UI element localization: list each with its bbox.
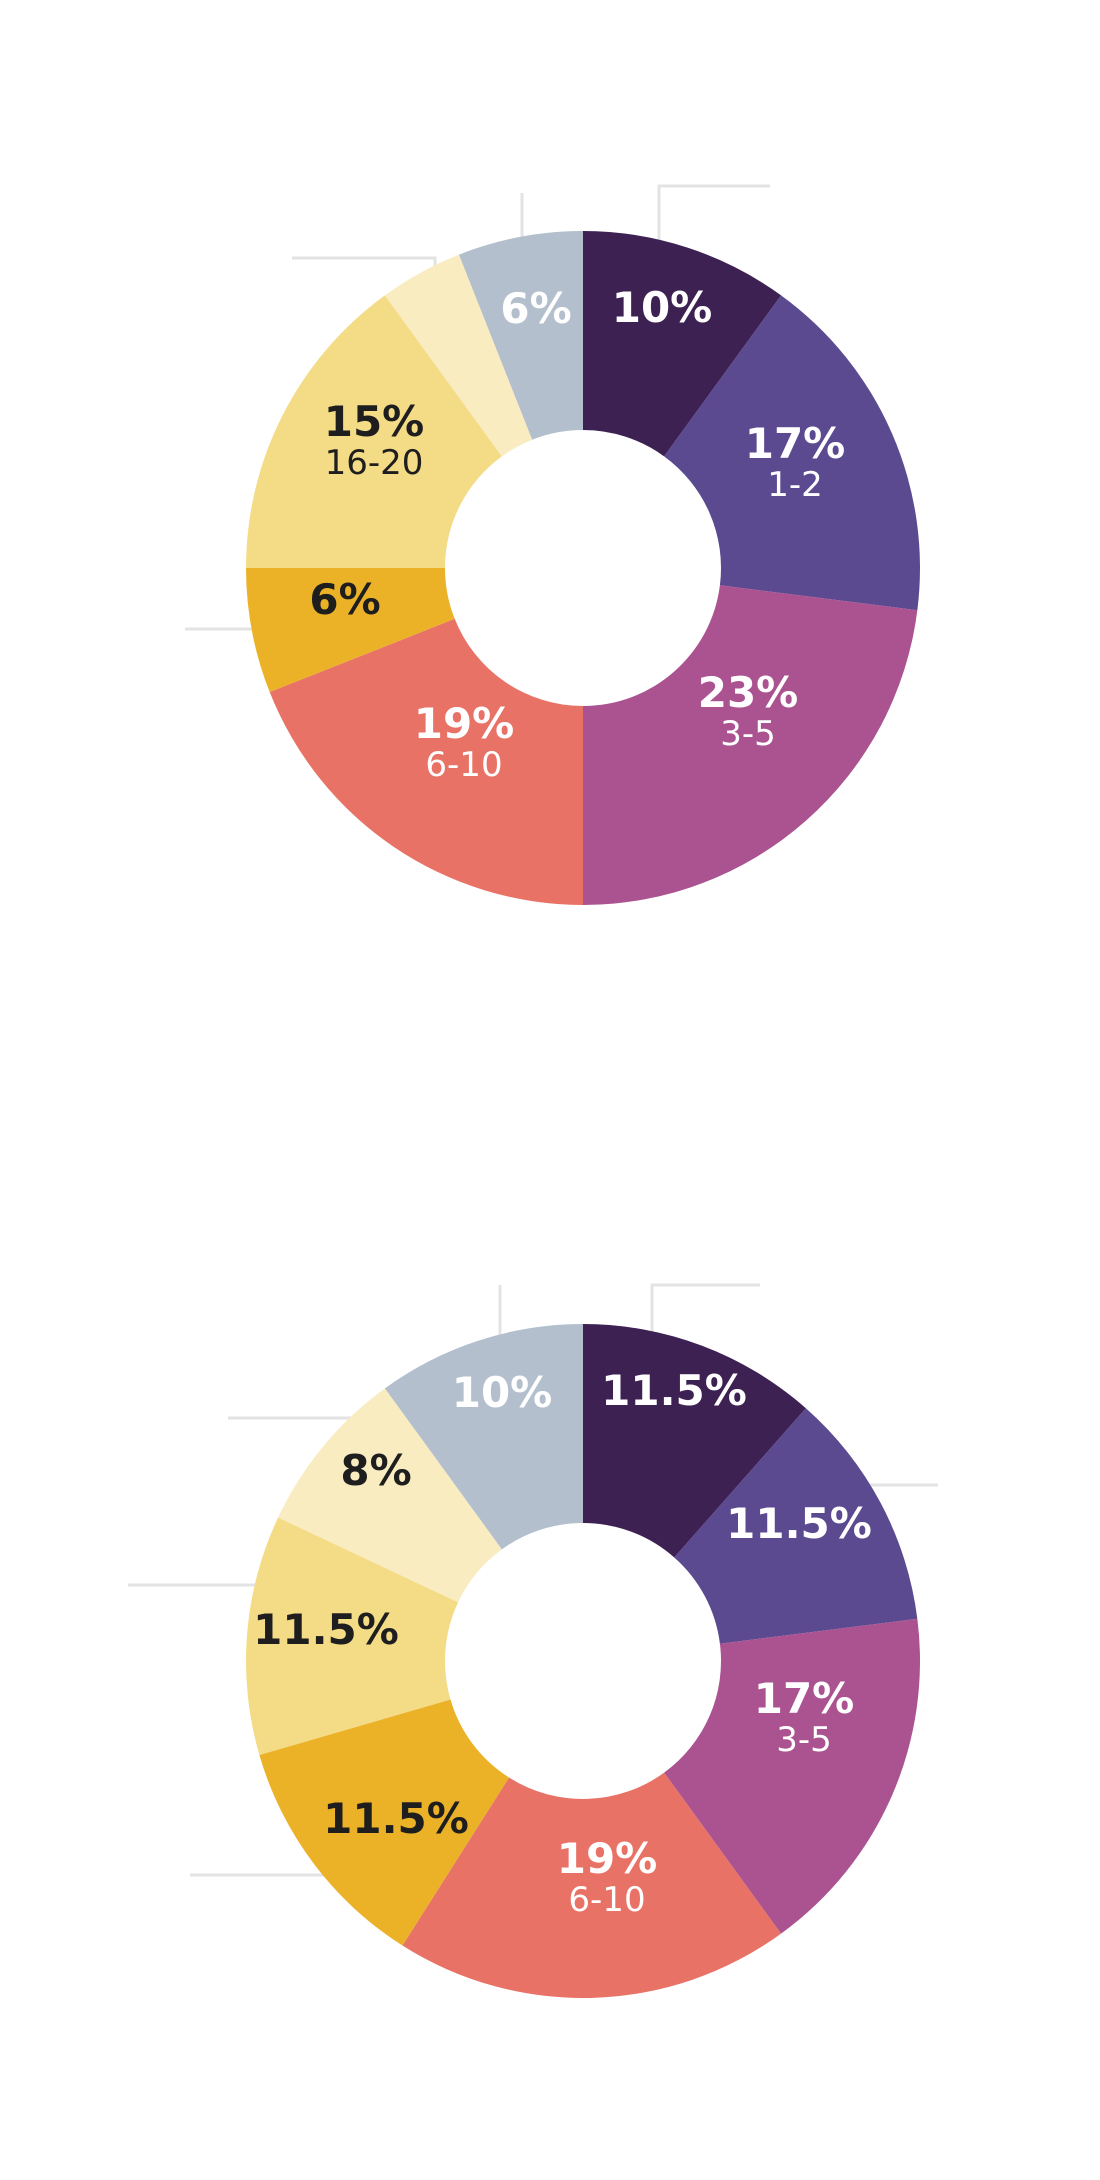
chart2-slice-4 [402, 1772, 782, 1998]
chart2-slice-6 [246, 1517, 459, 1756]
chart2-slice-8 [384, 1324, 583, 1550]
chart1-slice-1 [583, 231, 782, 457]
chart2-slice-1 [583, 1324, 806, 1558]
chart1-slice-6 [246, 295, 502, 568]
chart1-slice-2-percent-label: 17% [745, 419, 846, 468]
chart2-slice-4-percent-label: 19% [557, 1834, 658, 1883]
chart1-slice-8-percent-label: 6% [500, 284, 571, 333]
chart2-slice-3 [664, 1618, 920, 1934]
chart1-slice-5 [246, 568, 455, 693]
donut-chart-2: 11.5% 11.5% 17%3-5 19%6-10 11.5% 11.5% 8% 10% [246, 1324, 920, 1998]
chart1-slice-6-percent-label: 15% [324, 397, 425, 446]
chart1-slice-5-percent-label: 6% [309, 575, 380, 624]
chart2-slice-7-percent-label: 8% [340, 1446, 411, 1495]
chart1-slice-3-percent-label: 23% [698, 668, 799, 717]
chart1-slice-3-category-label: 3-5 [720, 714, 776, 754]
chart2-slice-3-percent-label: 17% [754, 1674, 855, 1723]
chart2-slice-7 [278, 1388, 502, 1603]
donut-chart-1: 10% 17%1-2 23%3-5 19%6-10 6% 15%16-20 6% [246, 231, 921, 905]
chart1-slice-2 [664, 295, 921, 611]
chart2-slice-1-percent-label: 11.5% [601, 1366, 747, 1415]
chart2-slice-6-percent-label: 11.5% [253, 1605, 399, 1654]
leader-line [657, 184, 770, 262]
chart1-slice-4-category-label: 6-10 [425, 745, 502, 785]
chart2-slice-3-category-label: 3-5 [776, 1720, 832, 1760]
chart1-slice-4 [269, 618, 583, 905]
chart2-slice-2 [674, 1408, 918, 1644]
chart2-slice-8-percent-label: 10% [452, 1368, 553, 1417]
chart2-slice-4-category-label: 6-10 [568, 1880, 645, 1920]
chart1-slice-4-percent-label: 19% [414, 699, 515, 748]
chart1-slice-3 [583, 585, 918, 905]
chart2-slice-2-percent-label: 11.5% [726, 1499, 872, 1548]
chart1-slice-2-category-label: 1-2 [767, 465, 823, 505]
chart1-slice-7 [384, 254, 533, 457]
chart1-slice-1-percent-label: 10% [612, 283, 713, 332]
chart1-slice-8 [458, 231, 583, 440]
chart2-slice-5-percent-label: 11.5% [323, 1794, 469, 1843]
chart1-slice-6-category-label: 16-20 [325, 443, 424, 483]
chart2-slice-5 [259, 1699, 510, 1946]
